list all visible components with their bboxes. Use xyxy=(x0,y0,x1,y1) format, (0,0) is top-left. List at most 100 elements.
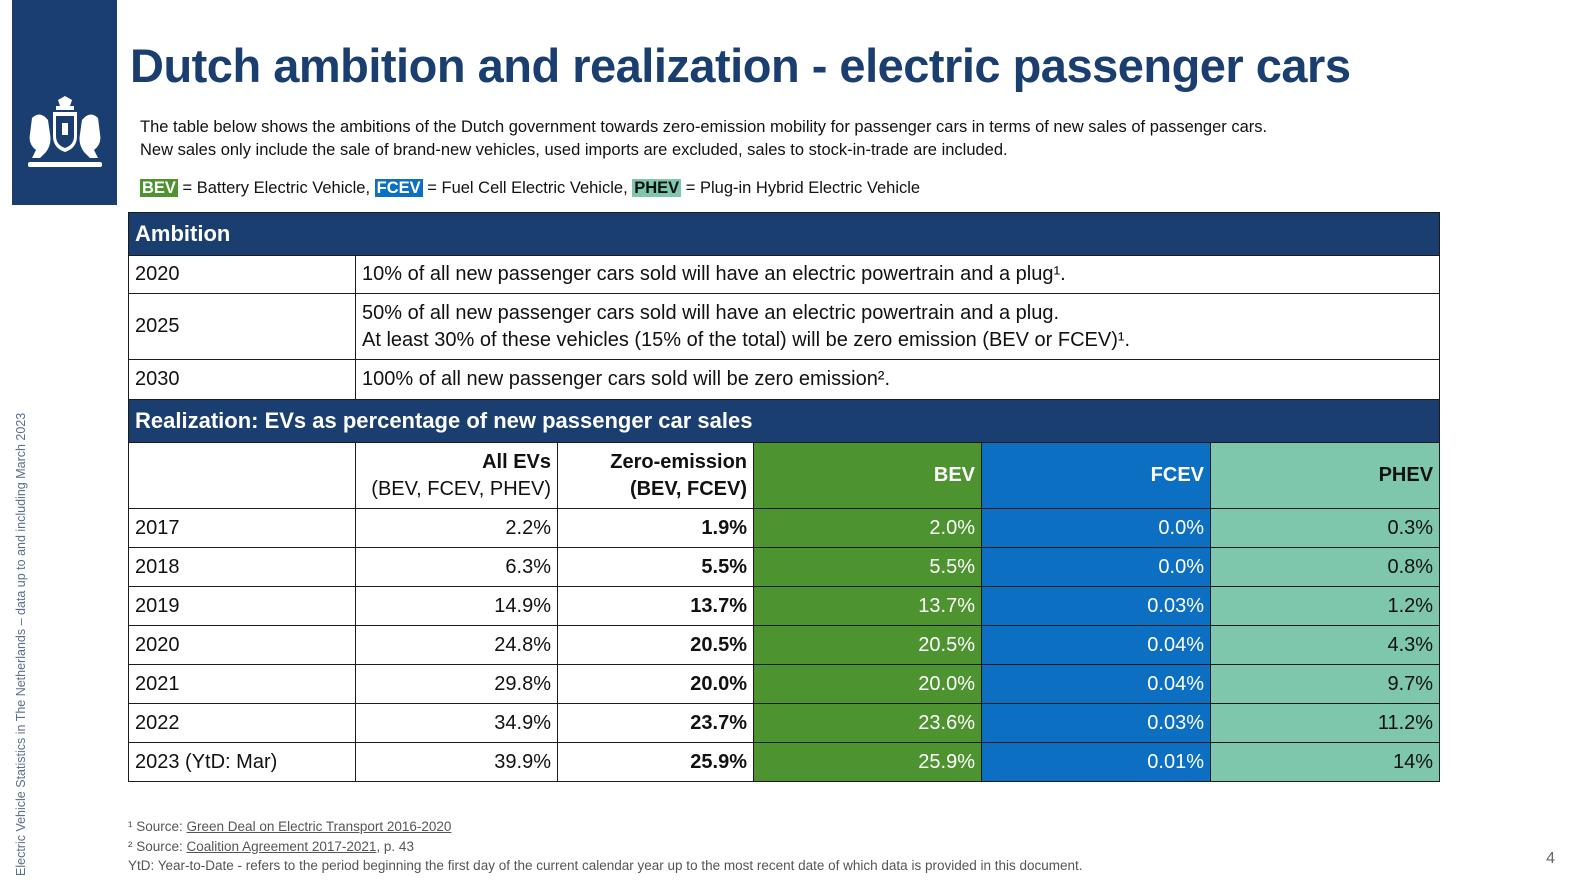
all-evs-title: All EVs xyxy=(482,450,551,473)
cell-zero-emission: 5.5% xyxy=(557,547,754,587)
ambition-header-row: Ambition xyxy=(127,212,1441,256)
intro-line-1: The table below shows the ambitions of t… xyxy=(140,118,1268,136)
cell-bev: 23.6% xyxy=(753,703,982,743)
ambition-year: 2025 xyxy=(128,293,356,360)
cell-zero-emission: 1.9% xyxy=(557,508,754,548)
cell-all-evs: 14.9% xyxy=(355,586,558,626)
table-row: 2019 14.9% 13.7% 13.7% 0.03% 1.2% xyxy=(128,586,1441,626)
legend-fcev-tag: FCEV xyxy=(374,179,423,197)
cell-all-evs: 2.2% xyxy=(355,508,558,548)
cell-bev: 13.7% xyxy=(753,586,982,626)
cell-all-evs: 29.8% xyxy=(355,664,558,704)
ambition-header: Ambition xyxy=(127,212,1441,256)
ambition-line-1: 50% of all new passenger cars sold will … xyxy=(362,301,1060,324)
row-year: 2020 xyxy=(128,625,356,665)
ambition-line-1: 10% of all new passenger cars sold will … xyxy=(362,263,1066,285)
row-year: 2019 xyxy=(128,586,356,626)
cell-phev: 4.3% xyxy=(1209,625,1441,665)
legend-phev-text: = Plug-in Hybrid Electric Vehicle xyxy=(681,179,921,197)
legend-fcev-text: = Fuel Cell Electric Vehicle, xyxy=(422,179,628,197)
government-logo-bar xyxy=(12,0,117,205)
cell-phev: 9.7% xyxy=(1209,664,1441,704)
cell-zero-emission: 25.9% xyxy=(557,742,754,782)
realization-header: Realization: EVs as percentage of new pa… xyxy=(127,399,1441,443)
footnote-2-link[interactable]: Coalition Agreement 2017-2021 xyxy=(186,838,377,854)
cell-bev: 25.9% xyxy=(753,742,982,782)
table-row: 2022 34.9% 23.7% 23.6% 0.03% 11.2% xyxy=(128,703,1441,743)
legend-bev-tag: BEV xyxy=(140,179,178,197)
column-header-year xyxy=(128,442,356,509)
ambition-row: 2025 50% of all new passenger cars sold … xyxy=(128,293,1441,360)
cell-fcev: 0.04% xyxy=(981,625,1211,665)
intro-text: The table below shows the ambitions of t… xyxy=(140,116,1267,162)
cell-zero-emission: 20.0% xyxy=(557,664,754,704)
cell-zero-emission: 13.7% xyxy=(557,586,754,626)
legend-bev-text: = Battery Electric Vehicle, xyxy=(177,179,371,197)
cell-zero-emission: 23.7% xyxy=(557,703,754,743)
footnote-2-prefix: ² Source: xyxy=(128,838,187,854)
table-row: 2017 2.2% 1.9% 2.0% 0.0% 0.3% xyxy=(128,508,1441,548)
cell-fcev: 0.04% xyxy=(981,664,1211,704)
ambition-text: 100% of all new passenger cars sold will… xyxy=(354,359,1441,400)
cell-all-evs: 6.3% xyxy=(355,547,558,587)
ambition-text: 50% of all new passenger cars sold will … xyxy=(354,293,1441,360)
row-year: 2022 xyxy=(128,703,356,743)
cell-fcev: 0.0% xyxy=(981,508,1211,548)
cell-phev: 1.2% xyxy=(1209,586,1441,626)
footnote-1-link[interactable]: Green Deal on Electric Transport 2016-20… xyxy=(186,819,452,834)
cell-phev: 0.8% xyxy=(1209,547,1441,587)
footnotes: ¹ Source: Green Deal on Electric Transpo… xyxy=(128,817,1083,876)
cell-zero-emission: 20.5% xyxy=(557,625,754,665)
ambition-realization-table: Ambition 2020 10% of all new passenger c… xyxy=(127,212,1441,782)
column-header-phev: PHEV xyxy=(1209,442,1441,509)
column-header-row: All EVs (BEV, FCEV, PHEV) Zero-emission … xyxy=(128,442,1441,509)
footnote-ytd: YtD: Year-to-Date - refers to the period… xyxy=(128,858,1083,873)
table-row: 2018 6.3% 5.5% 5.5% 0.0% 0.8% xyxy=(128,547,1441,587)
coat-of-arms-icon xyxy=(28,96,102,167)
zero-emission-subtitle: (BEV, FCEV) xyxy=(629,477,747,500)
column-header-zero-emission: Zero-emission (BEV, FCEV) xyxy=(557,442,754,509)
cell-phev: 0.3% xyxy=(1209,508,1441,548)
cell-phev: 11.2% xyxy=(1209,703,1441,743)
ambition-year: 2030 xyxy=(128,359,356,400)
cell-fcev: 0.01% xyxy=(981,742,1211,782)
row-year: 2023 (YtD: Mar) xyxy=(128,742,356,782)
cell-all-evs: 39.9% xyxy=(355,742,558,782)
page-title: Dutch ambition and realization - electri… xyxy=(130,39,1351,92)
row-year: 2017 xyxy=(128,508,356,548)
ambition-year: 2020 xyxy=(128,255,356,294)
table-row: 2020 24.8% 20.5% 20.5% 0.04% 4.3% xyxy=(128,625,1441,665)
table-row: 2021 29.8% 20.0% 20.0% 0.04% 9.7% xyxy=(128,664,1441,704)
cell-bev: 5.5% xyxy=(753,547,982,587)
column-header-fcev: FCEV xyxy=(981,442,1211,509)
cell-bev: 2.0% xyxy=(753,508,982,548)
column-header-bev: BEV xyxy=(753,442,982,509)
footnote-2-suffix: , p. 43 xyxy=(376,838,414,854)
footnote-1-prefix: ¹ Source: xyxy=(128,819,187,834)
column-header-all-evs: All EVs (BEV, FCEV, PHEV) xyxy=(355,442,558,509)
table-row: 2023 (YtD: Mar) 39.9% 25.9% 25.9% 0.01% … xyxy=(128,742,1441,782)
page-number: 4 xyxy=(1546,850,1555,867)
cell-all-evs: 24.8% xyxy=(355,625,558,665)
side-caption: Electric Vehicle Statistics in The Nethe… xyxy=(14,412,28,876)
legend: BEV = Battery Electric Vehicle, FCEV = F… xyxy=(140,177,920,199)
cell-fcev: 0.03% xyxy=(981,703,1211,743)
cell-fcev: 0.0% xyxy=(981,547,1211,587)
all-evs-subtitle: (BEV, FCEV, PHEV) xyxy=(371,477,551,500)
realization-header-row: Realization: EVs as percentage of new pa… xyxy=(127,399,1441,443)
cell-bev: 20.0% xyxy=(753,664,982,704)
cell-phev: 14% xyxy=(1209,742,1441,782)
row-year: 2018 xyxy=(128,547,356,587)
ambition-line-2: At least 30% of these vehicles (15% of t… xyxy=(362,328,1131,351)
footnote-1: ¹ Source: Green Deal on Electric Transpo… xyxy=(128,817,1083,837)
ambition-row: 2030 100% of all new passenger cars sold… xyxy=(128,359,1441,400)
zero-emission-title: Zero-emission xyxy=(610,450,747,473)
row-year: 2021 xyxy=(128,664,356,704)
footnote-2: ² Source: Coalition Agreement 2017-2021,… xyxy=(128,837,1083,857)
ambition-text: 10% of all new passenger cars sold will … xyxy=(354,255,1441,294)
cell-fcev: 0.03% xyxy=(981,586,1211,626)
ambition-line-1: 100% of all new passenger cars sold will… xyxy=(362,368,891,390)
legend-phev-tag: PHEV xyxy=(632,179,682,197)
cell-all-evs: 34.9% xyxy=(355,703,558,743)
ambition-row: 2020 10% of all new passenger cars sold … xyxy=(128,255,1441,294)
